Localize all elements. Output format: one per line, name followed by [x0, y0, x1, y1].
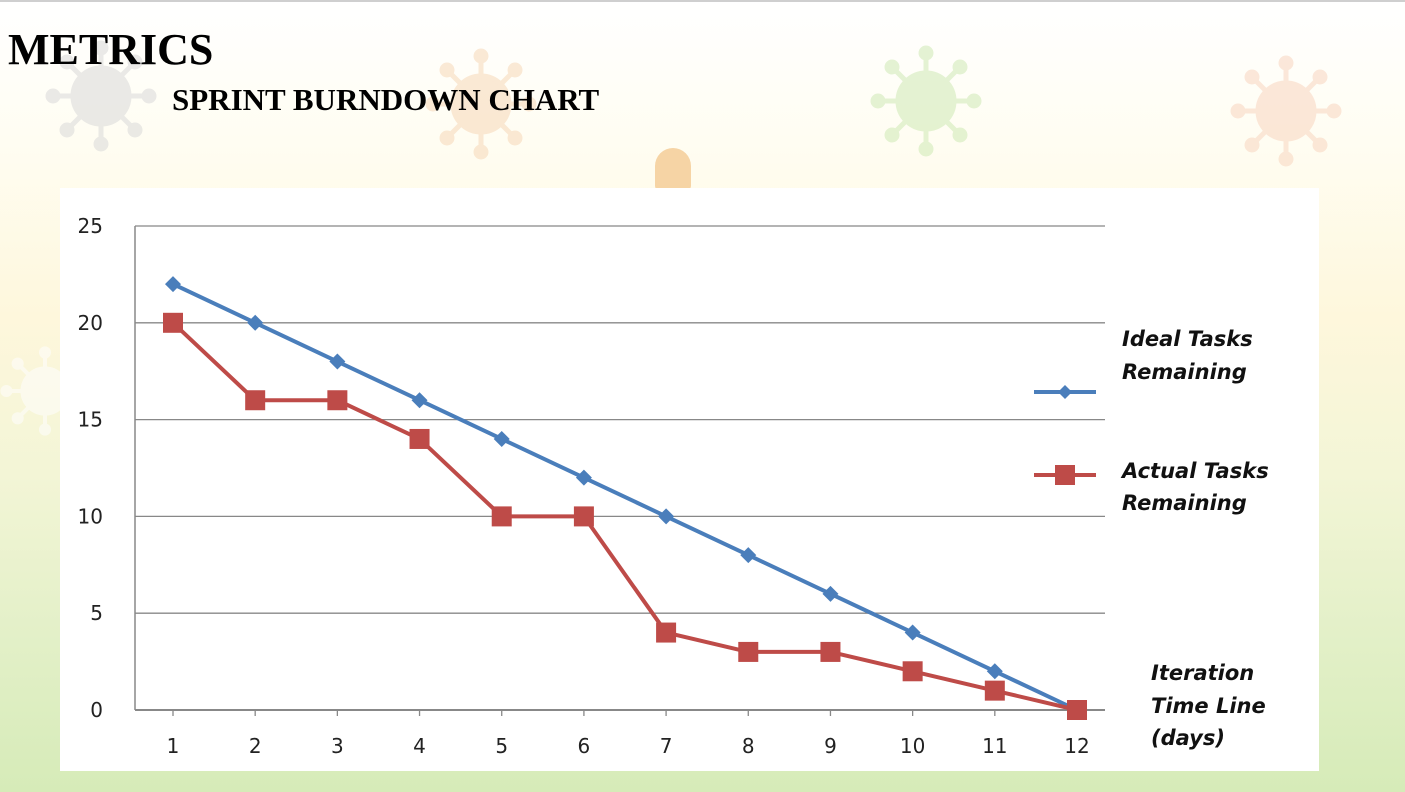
actual-point-marker — [327, 390, 348, 411]
page-title: METRICS — [8, 25, 214, 74]
x-axis-label-line2: Time Line — [1151, 694, 1266, 718]
legend-ideal-label-line1: Ideal Tasks — [1122, 327, 1253, 351]
actual-point-marker — [491, 506, 512, 527]
actual-point-marker — [1067, 700, 1087, 720]
y-tick-label: 15 — [78, 408, 103, 432]
ideal-series-line — [172, 282, 1078, 712]
x-tick-label: 12 — [1064, 734, 1089, 758]
actual-point-marker — [902, 661, 923, 682]
x-tick-label: 6 — [578, 734, 591, 758]
chart-panel: 0 5 10 15 20 25 1 2 3 4 5 6 7 8 9 10 11 12 Ideal Tasks R… — [60, 188, 1319, 771]
ideal-point-marker — [411, 392, 428, 409]
ideal-point-marker — [904, 624, 921, 641]
virus-decoration-icon — [1230, 55, 1342, 167]
virus-decoration-icon — [425, 48, 537, 160]
x-tick-label: 8 — [742, 734, 755, 758]
actual-point-marker — [738, 641, 759, 662]
x-axis-label-line3: (days) — [1151, 726, 1225, 750]
x-tick-label: 2 — [249, 734, 262, 758]
x-tick-label: 3 — [331, 734, 344, 758]
ideal-point-marker — [986, 663, 1003, 680]
legend-ideal-label-line2: Remaining — [1122, 360, 1247, 384]
legend-actual-label-line2: Remaining — [1122, 491, 1247, 515]
ideal-point-marker — [493, 430, 510, 447]
ideal-point-marker — [247, 314, 264, 331]
x-axis-label: Iteration Time Line (days) — [1151, 661, 1266, 750]
actual-point-marker — [163, 312, 183, 333]
top-border — [0, 0, 1405, 2]
chart-grid — [134, 225, 1105, 716]
ideal-point-marker — [822, 585, 839, 602]
actual-point-marker — [984, 680, 1005, 701]
actual-point-marker — [409, 428, 430, 449]
x-axis-label-line1: Iteration — [1151, 661, 1254, 685]
legend: Ideal Tasks Remaining Actual Tasks Remai… — [1034, 327, 1269, 515]
y-tick-label: 0 — [90, 698, 103, 722]
actual-point-marker — [573, 506, 594, 527]
virus-decoration-icon — [45, 40, 157, 152]
y-tick-label: 5 — [90, 601, 103, 625]
legend-actual-marker — [1055, 465, 1075, 485]
x-tick-label: 11 — [982, 734, 1007, 758]
ideal-point-marker — [575, 469, 592, 486]
chart-series — [163, 276, 1087, 720]
x-tick-label: 10 — [900, 734, 925, 758]
x-tick-label: 5 — [495, 734, 508, 758]
actual-point-marker — [245, 390, 266, 411]
actual-series-line — [171, 321, 1078, 712]
x-axis-ticks: 1 2 3 4 5 6 7 8 9 10 11 12 — [167, 734, 1090, 758]
ideal-point-marker — [329, 353, 346, 370]
droplet-decoration-icon — [655, 148, 691, 190]
legend-ideal-marker — [1058, 385, 1072, 399]
page-subtitle: SPRINT BURNDOWN CHART — [172, 82, 600, 117]
ideal-point-marker — [165, 276, 181, 293]
y-axis-ticks: 0 5 10 15 20 25 — [78, 214, 103, 722]
y-tick-label: 10 — [78, 504, 103, 528]
x-tick-label: 4 — [413, 734, 426, 758]
x-tick-label: 7 — [660, 734, 673, 758]
ideal-point-marker — [658, 508, 675, 525]
ideal-point-marker — [740, 547, 757, 564]
virus-decoration-icon — [870, 45, 982, 157]
actual-point-marker — [820, 641, 841, 662]
y-tick-label: 20 — [78, 311, 103, 335]
actual-point-marker — [656, 622, 677, 643]
x-tick-label: 1 — [167, 734, 180, 758]
y-tick-label: 25 — [78, 214, 103, 238]
x-tick-label: 9 — [824, 734, 837, 758]
legend-actual-label-line1: Actual Tasks — [1120, 459, 1269, 483]
